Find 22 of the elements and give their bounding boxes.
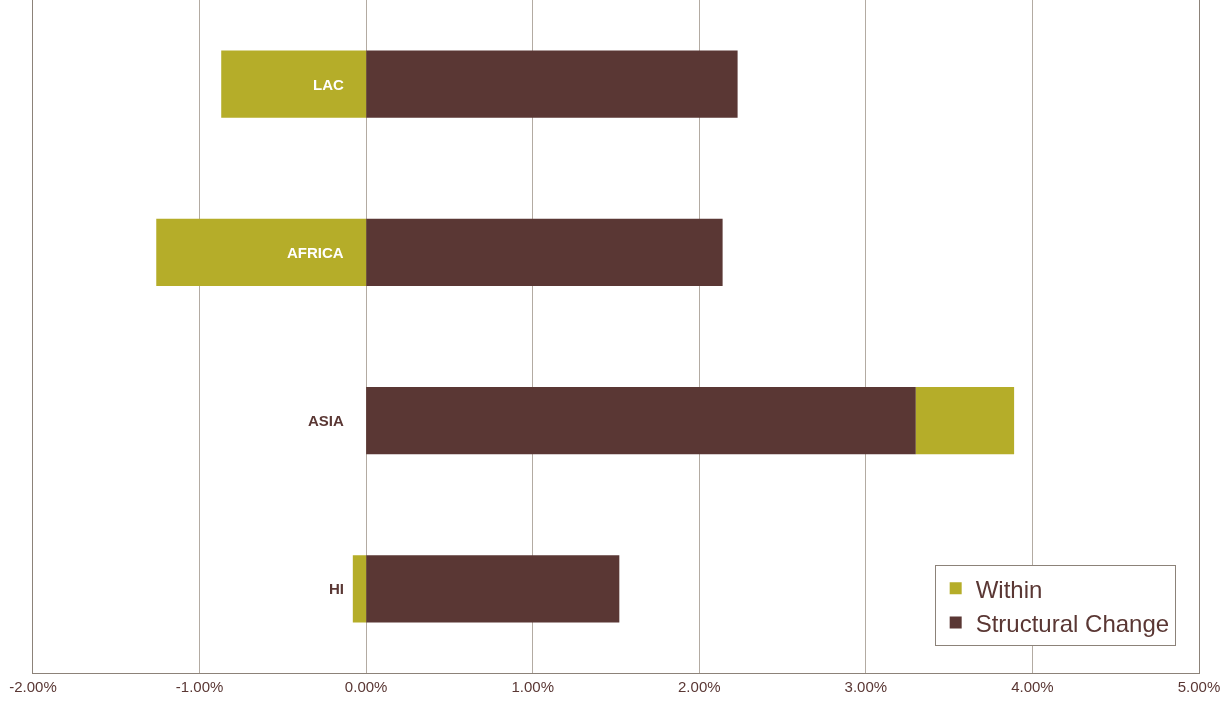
x-tick-label: 3.00% — [844, 678, 888, 695]
x-tick-label: 5.00% — [1177, 678, 1221, 695]
bar — [366, 50, 738, 118]
legend-label: Structural Change — [975, 609, 1170, 637]
y-tick-label: AFRICA — [287, 244, 344, 261]
x-tick-label: -2.00% — [9, 678, 57, 695]
x-tick-label: 4.00% — [1011, 678, 1054, 695]
x-tick-label: 1.00% — [511, 678, 554, 695]
bar — [221, 50, 367, 118]
bar — [366, 218, 723, 287]
y-tick-label: HI — [329, 580, 344, 597]
bar — [915, 386, 1015, 455]
y-tick-label: LAC — [313, 76, 344, 93]
bar — [156, 218, 367, 287]
x-tick-label: 2.00% — [678, 678, 721, 695]
legend-label: Within — [975, 575, 1043, 603]
bar — [352, 555, 367, 623]
x-tick-label: 0.00% — [344, 678, 388, 695]
bar — [366, 555, 620, 623]
x-tick-label: -1.00% — [175, 678, 224, 695]
bar — [366, 386, 916, 455]
y-tick-label: ASIA — [308, 412, 344, 429]
